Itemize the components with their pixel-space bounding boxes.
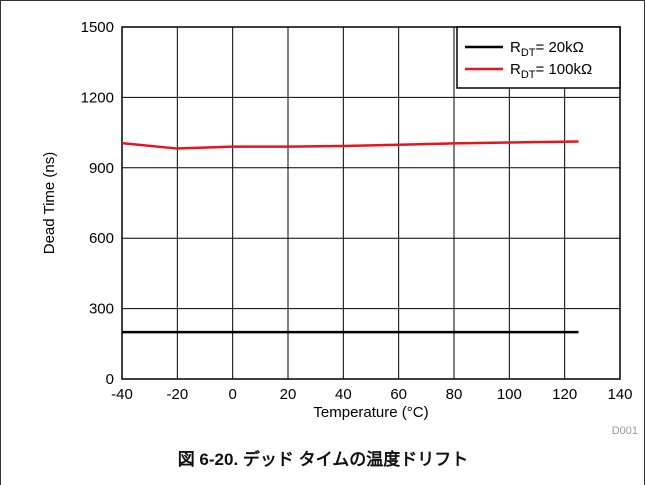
- x-tick-label: 20: [280, 386, 297, 403]
- figure-caption: 図 6-20. デッド タイムの温度ドリフト: [177, 450, 469, 469]
- legend-label: RDT= 20kΩ: [510, 39, 584, 59]
- series-line-2: [121, 140, 579, 150]
- x-tick-label: 40: [335, 386, 352, 403]
- y-axis-label: Dead Time (ns): [41, 152, 58, 255]
- x-tick-label: 120: [552, 386, 577, 403]
- plot-area-border: [121, 26, 621, 380]
- x-tick-label: 60: [390, 386, 407, 403]
- legend-label: RDT= 100kΩ: [510, 61, 592, 81]
- x-tick-label: 100: [497, 386, 522, 403]
- y-tick-label: 900: [89, 160, 114, 177]
- y-tick-label: 0: [106, 371, 114, 388]
- chart: -40 -20 0 20 40 60 80 100 120 140 0 300 600 900 1200 15…: [41, 19, 638, 437]
- y-tick-label: 600: [89, 230, 114, 247]
- x-tick-label: 0: [228, 386, 236, 403]
- x-tick-label: -20: [166, 386, 188, 403]
- y-tick-label: 1500: [81, 19, 114, 36]
- x-tick-label: 140: [607, 386, 632, 403]
- y-tick-label: 1200: [81, 89, 114, 106]
- legend-box: [456, 26, 621, 89]
- x-tick-label: 80: [446, 386, 463, 403]
- x-tick-label: -40: [111, 386, 133, 403]
- figure-id: D001: [612, 425, 638, 437]
- y-tick-label: 300: [89, 301, 114, 318]
- x-axis-label: Temperature (°C): [313, 404, 428, 421]
